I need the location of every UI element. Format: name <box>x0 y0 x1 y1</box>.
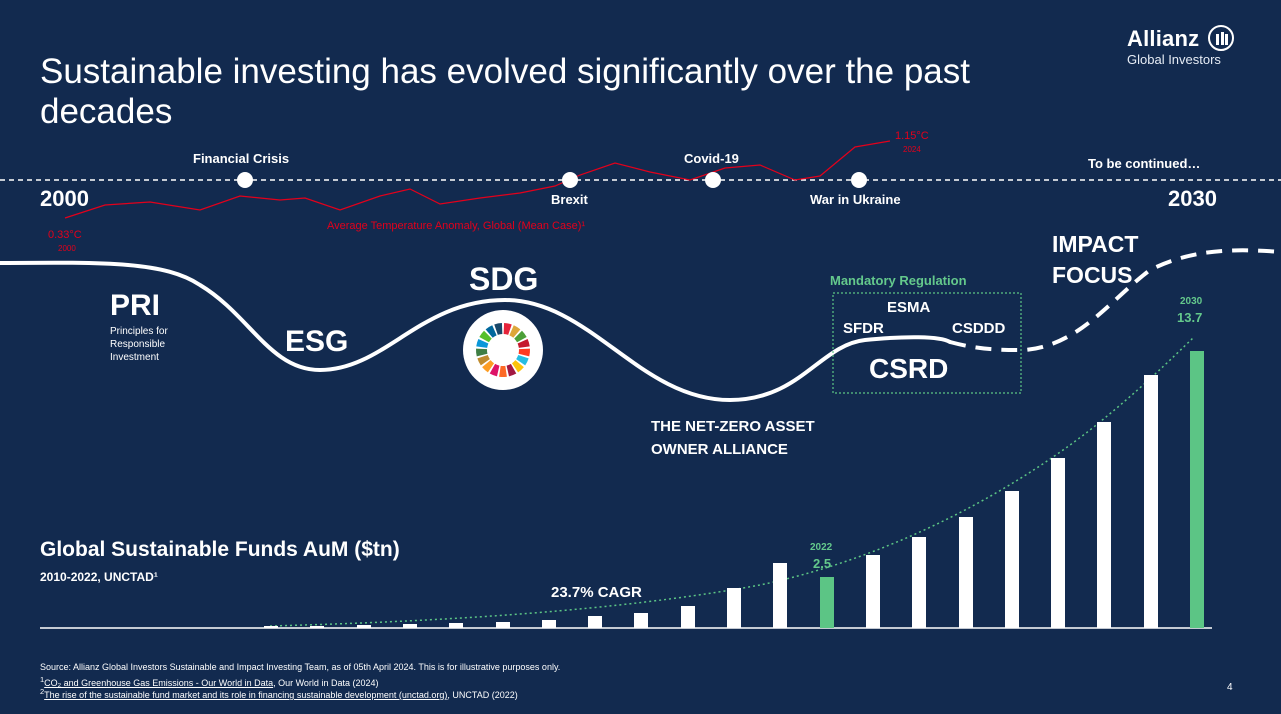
brand-name: Allianz <box>1127 26 1200 51</box>
footnote-1: 1CO₂ and Greenhouse Gas Emissions - Our … <box>40 675 379 688</box>
event-label-covid: Covid-19 <box>684 151 739 166</box>
regulation-esma: ESMA <box>887 299 931 316</box>
sdg-wheel-segment <box>503 323 512 335</box>
aum-bar <box>1097 421 1112 628</box>
aum-bar <box>588 615 603 628</box>
sdg-wheel-segment <box>476 338 489 348</box>
phase-impact-focus: IMPACT FOCUS <box>1052 231 1139 288</box>
aum-bar <box>541 619 556 628</box>
sdg-wheel-segment <box>482 360 495 373</box>
footnote-2: 2The rise of the sustainable fund market… <box>40 687 518 700</box>
event-marker-brexit <box>562 172 578 188</box>
phase-pri-description: Principles for Responsible Investment <box>110 326 168 363</box>
future-wave-dashed-line <box>949 248 1281 353</box>
sdg-wheel-segment <box>511 360 524 373</box>
aum-bar <box>727 587 741 628</box>
temp-anomaly-label: Average Temperature Anomaly, Global (Mea… <box>327 220 586 232</box>
aum-bar <box>912 537 927 628</box>
regulation-csrd: CSRD <box>869 353 949 384</box>
page-number: 4 <box>1227 682 1233 693</box>
mandatory-regulation-label: Mandatory Regulation <box>830 273 967 288</box>
event-label-financial-crisis: Financial Crisis <box>193 151 290 166</box>
brand-subtitle: Global Investors <box>1127 52 1221 67</box>
temperature-anomaly-line <box>64 140 891 219</box>
aum-bar <box>1190 351 1204 628</box>
footnote-1-link[interactable]: CO₂ and Greenhouse Gas Emissions - Our W… <box>44 678 274 688</box>
event-marker-covid <box>705 172 721 188</box>
end-year: 2030 <box>1168 186 1217 211</box>
aum-bar <box>680 605 695 628</box>
page-title: Sustainable investing has evolved signif… <box>40 52 970 131</box>
source-footnote: Source: Allianz Global Investors Sustain… <box>40 662 561 672</box>
temp-end-year: 2024 <box>903 145 921 154</box>
footnote-2-link[interactable]: The rise of the sustainable fund market … <box>44 690 448 700</box>
phase-pri: PRI <box>110 289 161 322</box>
allianz-logo-icon <box>1208 25 1234 51</box>
to-be-continued-label: To be continued… <box>1088 156 1201 171</box>
aum-bar <box>264 625 278 628</box>
start-year: 2000 <box>40 186 89 211</box>
event-label-brexit: Brexit <box>551 192 588 207</box>
phase-net-zero: THE NET-ZERO ASSET OWNER ALLIANCE <box>651 418 815 458</box>
regulation-sfdr: SFDR <box>843 320 884 337</box>
highlight-2030-year: 2030 <box>1180 296 1203 307</box>
footnote-2-source: , UNCTAD (2022) <box>447 690 518 700</box>
phase-esg: ESG <box>285 325 349 358</box>
evolution-wave-line <box>0 260 952 403</box>
footnote-1-source: , Our World in Data (2024) <box>273 678 379 688</box>
sdg-wheel-segment <box>518 348 530 357</box>
aum-bar <box>310 625 325 628</box>
highlight-2022-year: 2022 <box>810 542 833 553</box>
sdg-wheel-segment <box>477 354 490 366</box>
cagr-label: 23.7% CAGR <box>551 584 642 601</box>
aum-bar <box>1143 375 1158 628</box>
aum-bar <box>819 577 834 628</box>
chart-subtitle: 2010-2022, UNCTAD¹ <box>40 570 158 584</box>
temp-start-year: 2000 <box>58 244 76 253</box>
sdg-wheel-segment <box>517 338 530 348</box>
sdg-wheel-segment <box>479 330 492 343</box>
sdg-wheel-segment <box>509 325 521 338</box>
sdg-wheel-segment <box>489 363 500 377</box>
aum-bar <box>958 516 973 628</box>
aum-bar <box>356 624 371 628</box>
sdg-wheel-segment <box>485 325 497 338</box>
cagr-trend-line <box>269 337 1194 627</box>
sdg-wheel-segment <box>514 330 527 343</box>
temp-start-value: 0.33°C <box>48 229 82 241</box>
sdg-wheel-segment <box>476 348 488 357</box>
aum-bar <box>1051 458 1066 628</box>
chart-title: Global Sustainable Funds AuM ($tn) <box>40 538 400 561</box>
sdg-wheel-segment <box>499 365 507 377</box>
highlight-2030-value: 13.7 <box>1177 310 1203 325</box>
aum-bar <box>1004 490 1019 628</box>
phase-sdg: SDG <box>469 261 539 297</box>
event-marker-war-ukraine <box>851 172 867 188</box>
event-marker-financial-crisis <box>237 172 253 188</box>
aum-bar <box>634 612 649 628</box>
event-label-war-ukraine: War in Ukraine <box>810 192 901 207</box>
aum-bar <box>495 621 510 628</box>
mandatory-regulation-box <box>832 292 1022 394</box>
sdg-wheel-segment <box>494 323 503 335</box>
highlight-2022-value: 2.5 <box>813 556 832 571</box>
aum-bar <box>402 623 417 628</box>
regulation-csddd: CSDDD <box>952 320 1006 337</box>
aum-bar <box>773 563 788 628</box>
aum-bar <box>865 555 880 628</box>
aum-bar <box>449 622 464 628</box>
temp-end-value: 1.15°C <box>895 130 929 142</box>
sdg-wheel-segment <box>516 354 529 366</box>
sdg-wheel-icon <box>463 310 543 390</box>
sdg-wheel-segment <box>506 363 517 377</box>
